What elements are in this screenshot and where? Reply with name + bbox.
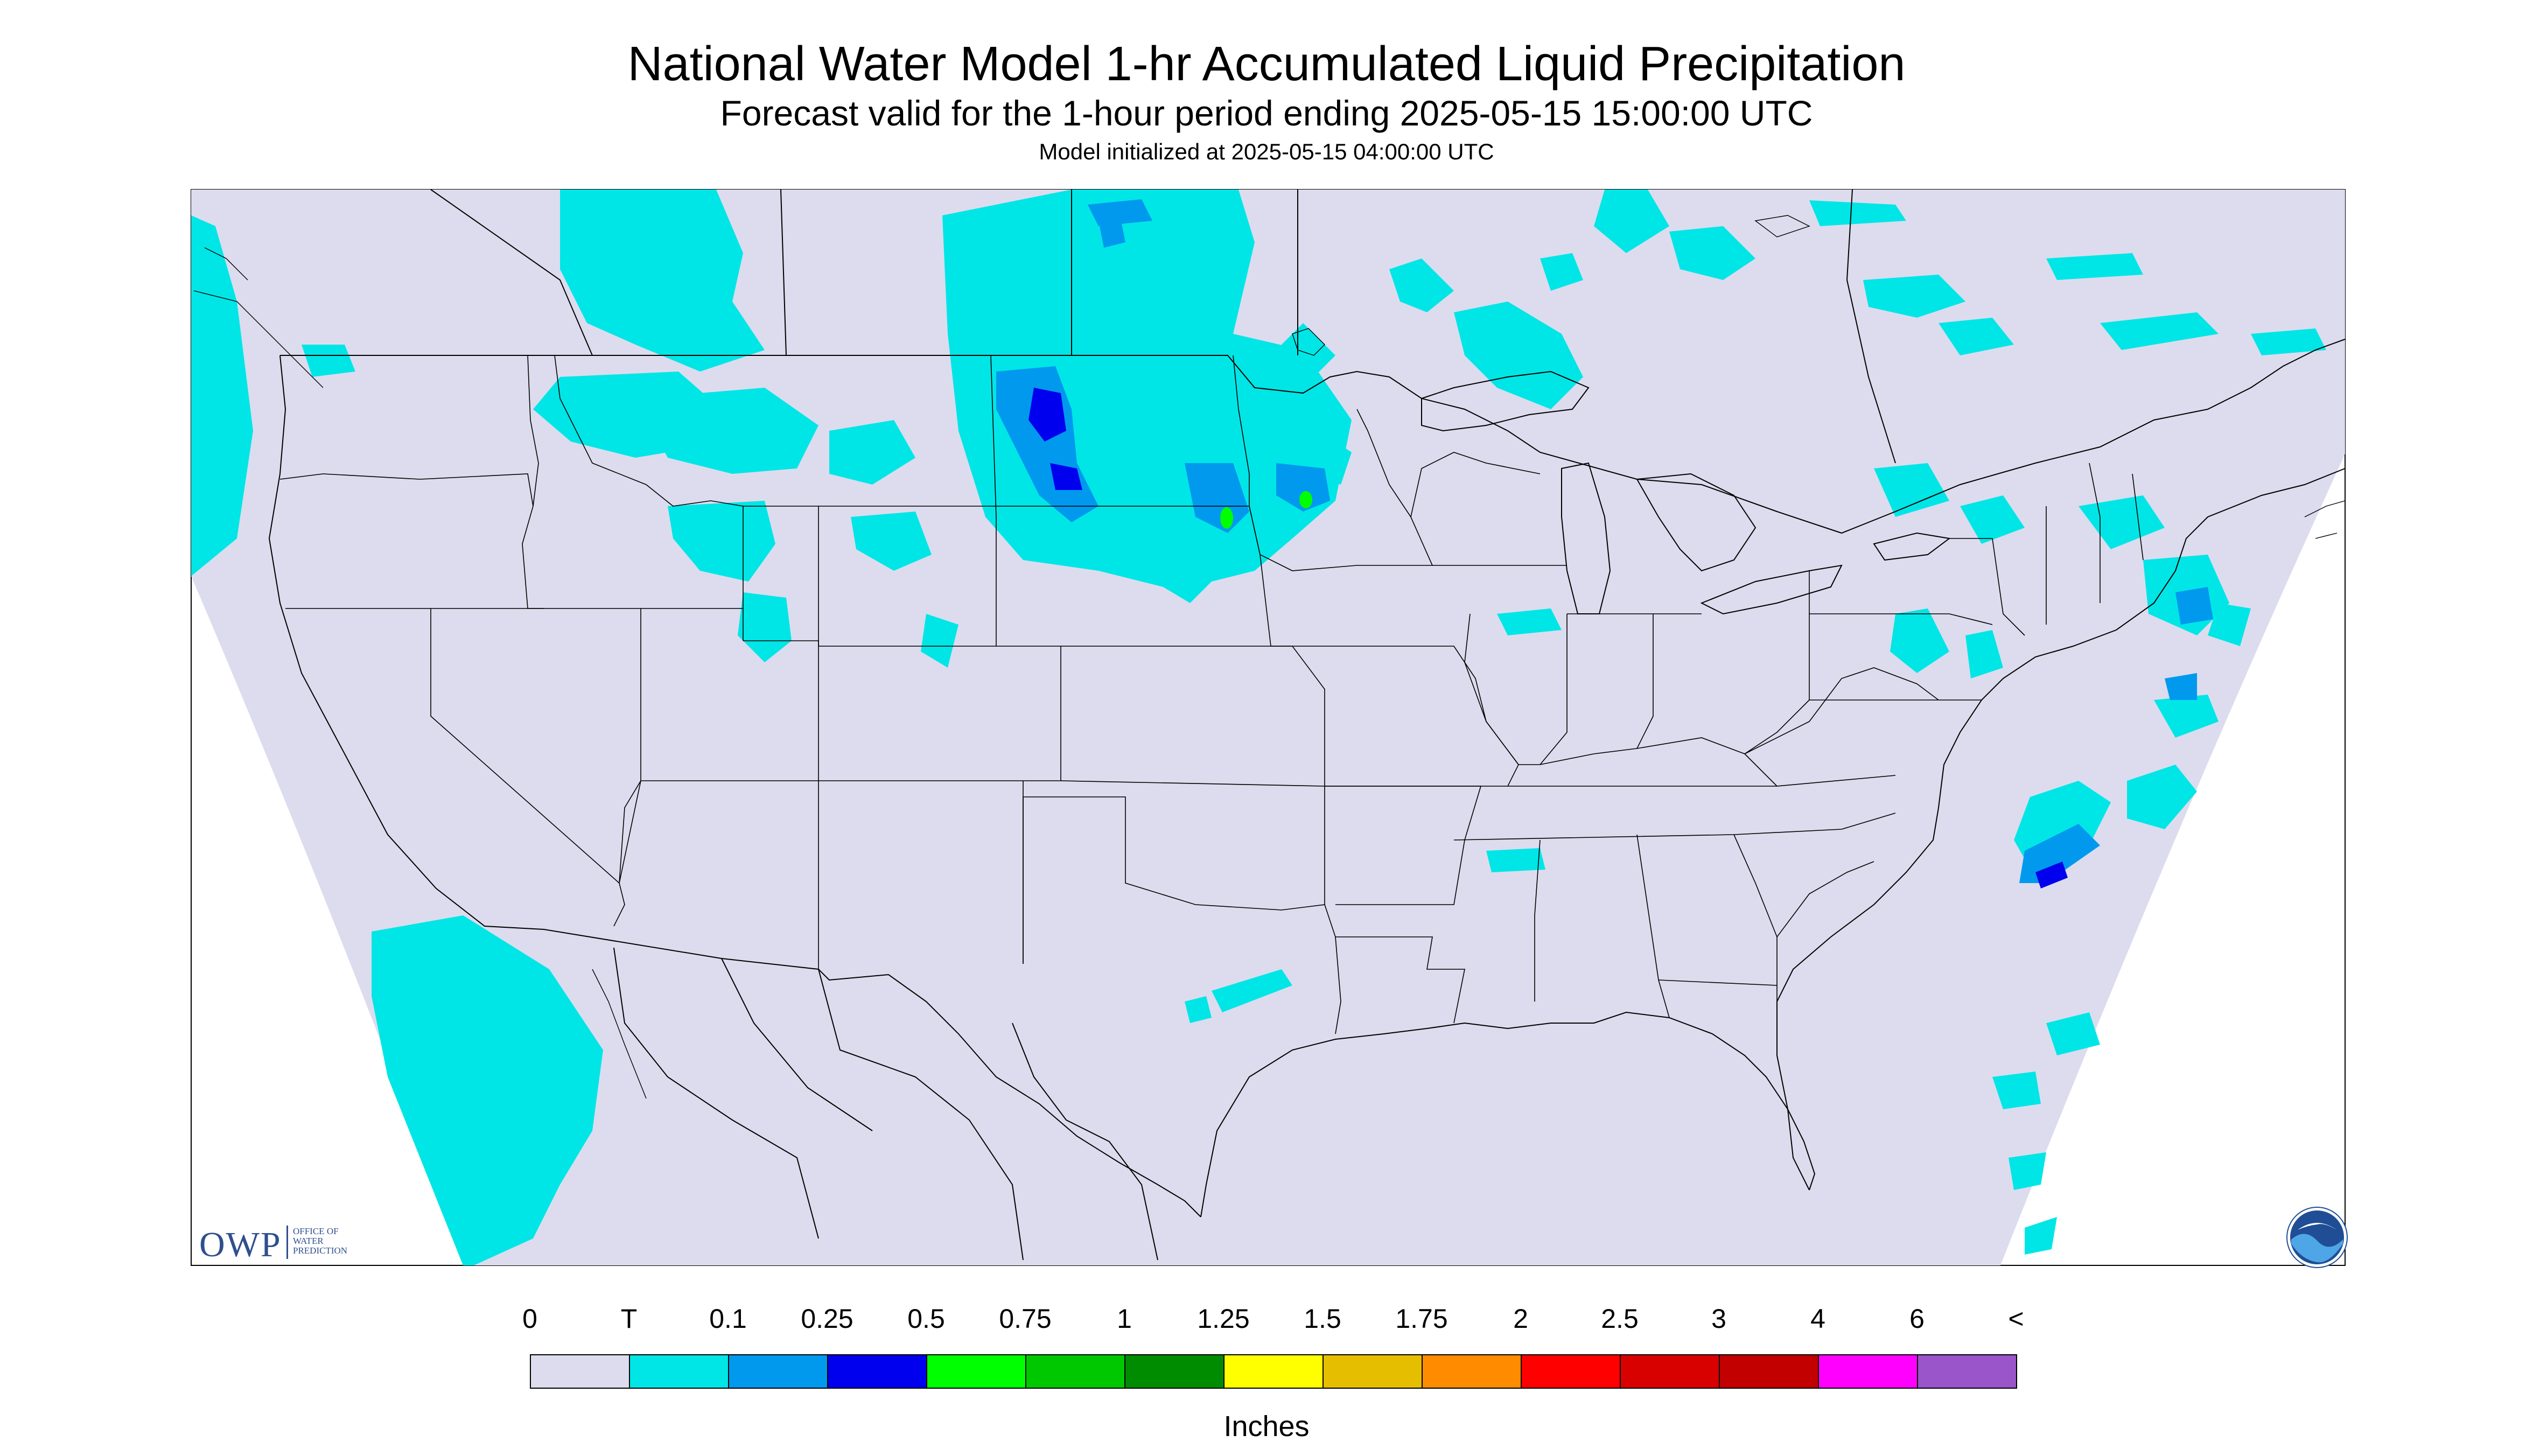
us-mexico-border (543, 929, 1201, 1217)
legend-label: 0.75 (999, 1304, 1052, 1334)
owp-logo-text: OFFICE OF WATER PREDICTION (293, 1227, 347, 1256)
legend-label: 1 (1117, 1304, 1132, 1334)
legend-label: 3 (1711, 1304, 1726, 1334)
legend-swatch (1620, 1354, 1720, 1389)
legend-label: 1.25 (1197, 1304, 1250, 1334)
owp-logo-divider (286, 1226, 288, 1259)
legend-label: 6 (1909, 1304, 1925, 1334)
legend-label: 4 (1810, 1304, 1825, 1334)
gulf-coast (1200, 1011, 1816, 1217)
us-canada-border (280, 339, 2346, 534)
legend-label: 0.5 (907, 1304, 945, 1334)
legend-swatch (827, 1354, 927, 1389)
legend-swatch (926, 1354, 1026, 1389)
state-boundaries (279, 355, 2144, 1034)
pacific-coast (268, 355, 544, 930)
legend-label: < (2008, 1304, 2024, 1334)
legend-units: Inches (1223, 1410, 1310, 1443)
lake-huron (1636, 473, 1757, 572)
land-boundaries (268, 189, 2346, 1261)
legend-swatch (1025, 1354, 1125, 1389)
noaa-logo-icon (2286, 1207, 2348, 1268)
owp-logo-line: PREDICTION (293, 1245, 348, 1256)
legend-swatch (1124, 1354, 1224, 1389)
legend-swatch (1223, 1354, 1324, 1389)
lake-ontario (1873, 532, 1951, 561)
legend-swatch (1917, 1354, 2017, 1389)
legend-swatch (629, 1354, 729, 1389)
legend-label: 0.25 (801, 1304, 853, 1334)
legend-swatch (1719, 1354, 1819, 1389)
map-subtitle: Forecast valid for the 1-hour period end… (720, 93, 1813, 133)
legend-label: 2.5 (1601, 1304, 1639, 1334)
legend-label: 1.75 (1395, 1304, 1448, 1334)
owp-logo: OWP OFFICE OF WATER PREDICTION (199, 1221, 372, 1264)
legend-swatch (728, 1354, 828, 1389)
legend-label: 0.1 (709, 1304, 747, 1334)
legend-label: T (620, 1304, 638, 1334)
owp-logo-line: WATER (293, 1236, 324, 1246)
legend-label: 1.5 (1304, 1304, 1341, 1334)
model-init-line: Model initialized at 2025-05-15 04:00:00… (1039, 139, 1494, 164)
legend-swatch (530, 1354, 630, 1389)
owp-logo-line: OFFICE OF (293, 1226, 339, 1236)
lake-superior (1421, 370, 1590, 432)
legend-swatch (1422, 1354, 1522, 1389)
legend-swatch (1323, 1354, 1423, 1389)
legend-label: 0 (522, 1304, 537, 1334)
legend-label: 2 (1513, 1304, 1528, 1334)
map-title: National Water Model 1-hr Accumulated Li… (627, 37, 1906, 91)
legend-swatch (1818, 1354, 1918, 1389)
legend-labels: 0 T 0.1 0.25 0.5 0.75 1 1.25 1.5 1.75 2 2.5 3 4 6 < (0, 1303, 2533, 1341)
precip-heavy-cores (1220, 491, 1312, 529)
coastal-detail (193, 215, 2346, 1099)
owp-logo-mark: OWP (199, 1225, 282, 1264)
legend-color-bar (530, 1354, 2017, 1390)
precip-moderate-areas (1028, 388, 2068, 888)
legend-swatch (1521, 1354, 1621, 1389)
lake-erie (1700, 564, 1843, 615)
